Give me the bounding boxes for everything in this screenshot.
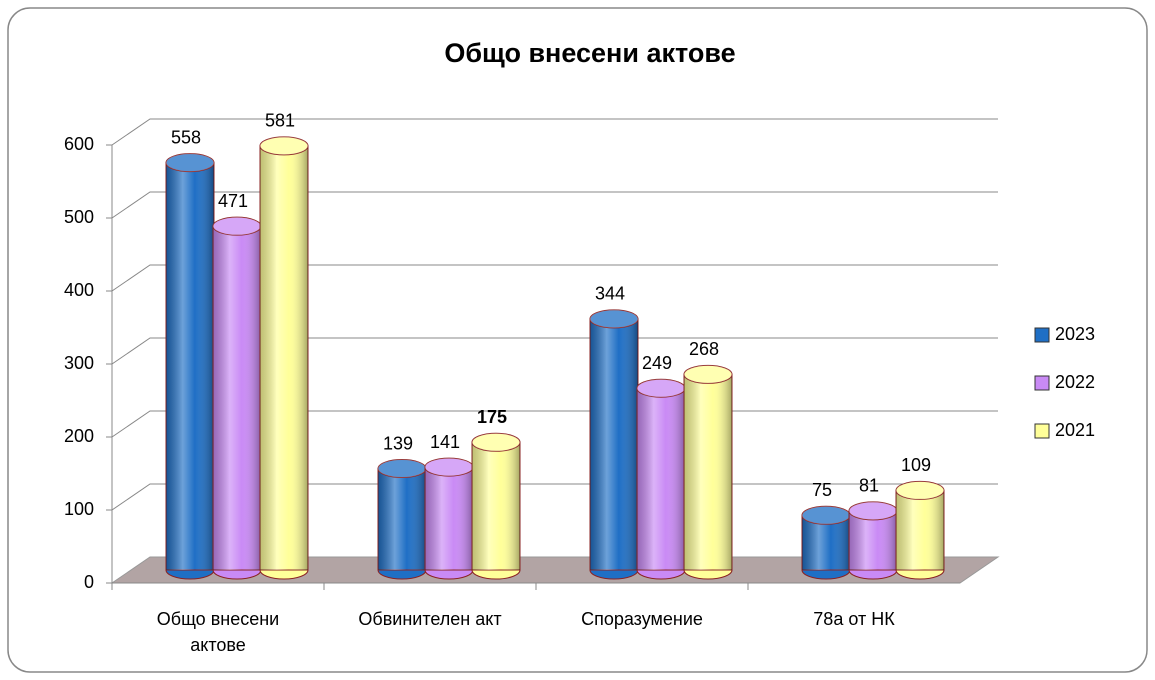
y-tick-label: 600 bbox=[64, 134, 94, 154]
bar-top-shade bbox=[590, 309, 638, 328]
bar-shade bbox=[684, 374, 732, 570]
bar-top-shade bbox=[637, 379, 685, 398]
legend-swatch bbox=[1034, 327, 1050, 343]
bar-shade bbox=[213, 226, 261, 571]
y-tick-label: 100 bbox=[64, 499, 94, 519]
y-tick-label: 0 bbox=[84, 572, 94, 592]
legend-label: 2021 bbox=[1055, 420, 1095, 440]
bar-shade bbox=[260, 145, 308, 570]
bar-top-shade bbox=[684, 365, 732, 384]
value-label: 249 bbox=[642, 353, 672, 373]
bar-top-shade bbox=[260, 136, 308, 155]
legend-label: 2023 bbox=[1055, 324, 1095, 344]
bar-shade bbox=[590, 318, 638, 570]
bar-top-shade bbox=[896, 481, 944, 500]
bar-shade bbox=[849, 510, 897, 570]
bar-top bbox=[683, 364, 733, 384]
value-label: 75 bbox=[812, 480, 832, 500]
bar-shade bbox=[425, 467, 473, 570]
value-label: 109 bbox=[901, 455, 931, 475]
grid-line bbox=[111, 118, 998, 146]
legend-swatch bbox=[1034, 423, 1050, 439]
value-label: 344 bbox=[595, 284, 625, 304]
grid-line bbox=[111, 264, 998, 292]
value-label: 581 bbox=[265, 111, 295, 131]
y-tick-label: 200 bbox=[64, 426, 94, 446]
bar-shade bbox=[378, 468, 426, 570]
bar-shade bbox=[896, 490, 944, 570]
bar-top-shade bbox=[802, 506, 850, 525]
bar-top-shade bbox=[166, 153, 214, 172]
legend-swatch bbox=[1034, 375, 1050, 391]
x-tick-label: Обвинителен акт bbox=[358, 609, 502, 629]
bar-top-shade bbox=[849, 501, 897, 520]
grid-line bbox=[111, 337, 998, 365]
bar-top bbox=[589, 309, 639, 329]
value-label: 175 bbox=[477, 407, 507, 427]
bar-top bbox=[259, 136, 309, 156]
bar-top bbox=[165, 153, 215, 173]
bar-shade bbox=[166, 162, 214, 570]
legend-label: 2022 bbox=[1055, 372, 1095, 392]
x-tick-label: Общо внесени актове bbox=[156, 609, 280, 655]
bar-shade bbox=[472, 442, 520, 570]
bar-shade bbox=[637, 388, 685, 570]
bar-top bbox=[471, 432, 521, 452]
y-tick-label: 300 bbox=[64, 353, 94, 373]
bar-top-shade bbox=[213, 217, 261, 236]
x-tick-label: Споразумение bbox=[581, 609, 703, 629]
value-label: 139 bbox=[383, 433, 413, 453]
y-tick-label: 500 bbox=[64, 207, 94, 227]
y-tick-label: 400 bbox=[64, 280, 94, 300]
value-label: 471 bbox=[218, 191, 248, 211]
bar-top-shade bbox=[472, 433, 520, 452]
bar-top-shade bbox=[378, 459, 426, 478]
grid-line bbox=[111, 191, 998, 219]
value-label: 558 bbox=[171, 127, 201, 147]
value-label: 81 bbox=[859, 476, 879, 496]
chart-title: Общо внесени актове bbox=[444, 38, 735, 68]
value-label: 268 bbox=[689, 339, 719, 359]
bar-top bbox=[895, 480, 945, 500]
value-label: 141 bbox=[430, 432, 460, 452]
x-tick-label: 78а от НК bbox=[813, 609, 895, 629]
bar-top-shade bbox=[425, 458, 473, 477]
